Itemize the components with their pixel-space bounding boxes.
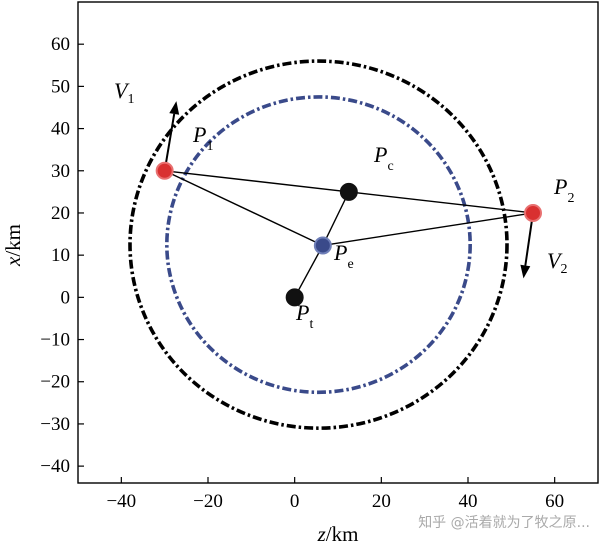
- y-tick-label: 10: [51, 245, 70, 266]
- x-tick-label: 40: [459, 491, 478, 512]
- segments-layer: [164, 170, 534, 298]
- y-tick-label: 0: [61, 287, 71, 308]
- point-P1: [155, 161, 174, 180]
- inner-circle: [165, 95, 472, 395]
- y-axis-title: x/km: [1, 224, 25, 267]
- y-ticks: −40 −30 −20 −10 0 10 20 30 40 50 60: [40, 34, 84, 477]
- velocity-arrow-V1: [163, 113, 176, 171]
- y-axis-var: x: [1, 256, 25, 267]
- segment-P1-Pe: [164, 170, 324, 247]
- velocity-label-V2: V2: [547, 248, 567, 277]
- point-label-Pc: Pc: [373, 142, 394, 174]
- y-tick-label: 20: [51, 203, 70, 224]
- point-P2: [524, 203, 542, 222]
- x-tick-label: 60: [545, 491, 564, 512]
- y-tick-label: 30: [51, 161, 70, 182]
- segment-Pe-P2: [322, 212, 534, 247]
- y-tick-label: −10: [40, 330, 70, 351]
- circles-layer: [128, 59, 509, 430]
- point-label-Pe: Pe: [333, 240, 354, 272]
- velocity-arrows-layer: V1 V2: [114, 78, 567, 279]
- y-tick-label: −40: [40, 456, 70, 477]
- point-Pt: [285, 288, 304, 307]
- point-label-P2: P2: [553, 174, 574, 206]
- y-tick-label: 50: [51, 76, 70, 97]
- outer-circle: [128, 59, 509, 430]
- x-tick-label: −20: [193, 491, 223, 512]
- point-label-P1: P1: [192, 122, 213, 154]
- y-axis-unit: /km: [1, 224, 25, 257]
- x-tick-label: −40: [106, 491, 136, 512]
- plot-frame: [77, 1, 599, 484]
- y-tick-label: −30: [40, 414, 70, 435]
- x-ticks: −40 −20 0 20 40 60: [106, 477, 564, 512]
- watermark: 知乎 @活着就为了牧之原...: [418, 514, 590, 531]
- velocity-label-V1: V1: [114, 78, 134, 107]
- x-axis-title: z/km: [317, 522, 359, 546]
- segment-Pe-Pt: [294, 245, 324, 298]
- point-label-Pt: Pt: [295, 300, 313, 332]
- y-tick-label: −20: [40, 372, 70, 393]
- x-axis-var: z: [317, 522, 326, 546]
- x-tick-label: 20: [372, 491, 391, 512]
- points-layer: P1 P2 Pc Pe Pt: [155, 122, 574, 332]
- y-tick-label: 40: [51, 119, 70, 140]
- segment-Pe-Pc: [322, 191, 350, 246]
- velocity-arrowhead-V1: [169, 101, 180, 115]
- x-tick-label: 0: [290, 491, 300, 512]
- point-Pe: [313, 236, 332, 255]
- y-tick-label: 60: [51, 34, 70, 55]
- x-axis-unit: /km: [326, 522, 359, 546]
- point-Pc: [339, 182, 358, 201]
- velocity-arrowhead-V2: [520, 264, 531, 279]
